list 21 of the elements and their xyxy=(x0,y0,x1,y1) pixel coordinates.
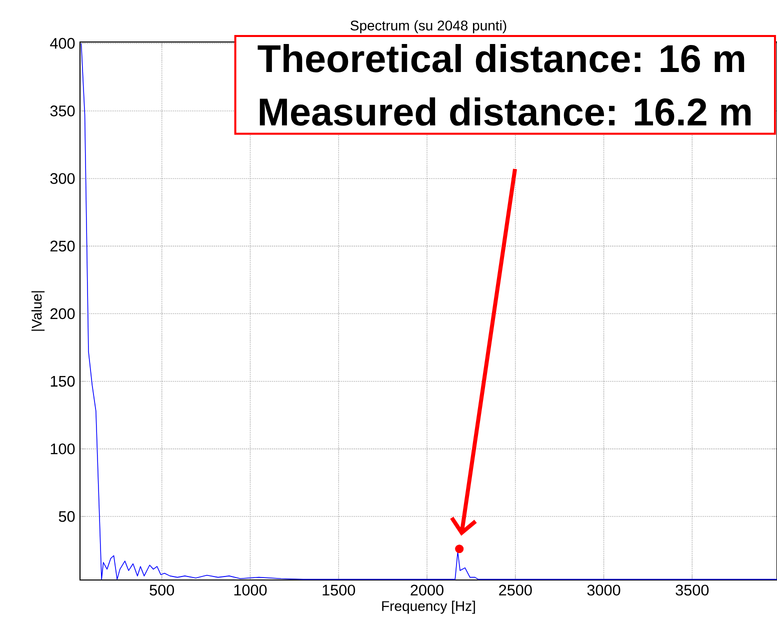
x-tick-label: 500 xyxy=(150,584,174,596)
y-tick-label: 350 xyxy=(50,106,75,116)
x-tick-label: 3000 xyxy=(587,584,620,596)
x-tick-label: 2500 xyxy=(499,584,532,596)
chart-title: Spectrum (su 2048 punti) xyxy=(350,20,506,34)
annotation: Measured distance: 16.2 m xyxy=(260,97,751,126)
y-tick-label: 300 xyxy=(50,173,75,184)
y-tick-label: 400 xyxy=(50,38,75,49)
y-axis-title: |Value| xyxy=(31,291,45,331)
y-tick-label: 250 xyxy=(50,240,75,252)
y-tick-label: 100 xyxy=(50,443,75,454)
annotation: Theoretical distance: 16 m xyxy=(258,44,744,72)
line-series xyxy=(80,42,777,580)
x-tick-label: 2000 xyxy=(410,584,444,596)
y-tick-label: 200 xyxy=(50,308,75,320)
x-tick-label: 3500 xyxy=(676,584,709,596)
y-tick-label: 50 xyxy=(58,511,75,522)
y-tick-label: 150 xyxy=(50,376,75,387)
x-tick-label: 1500 xyxy=(322,584,356,596)
x-axis-title: Frequency [Hz] xyxy=(382,600,475,614)
x-tick-label: 1000 xyxy=(234,584,267,596)
